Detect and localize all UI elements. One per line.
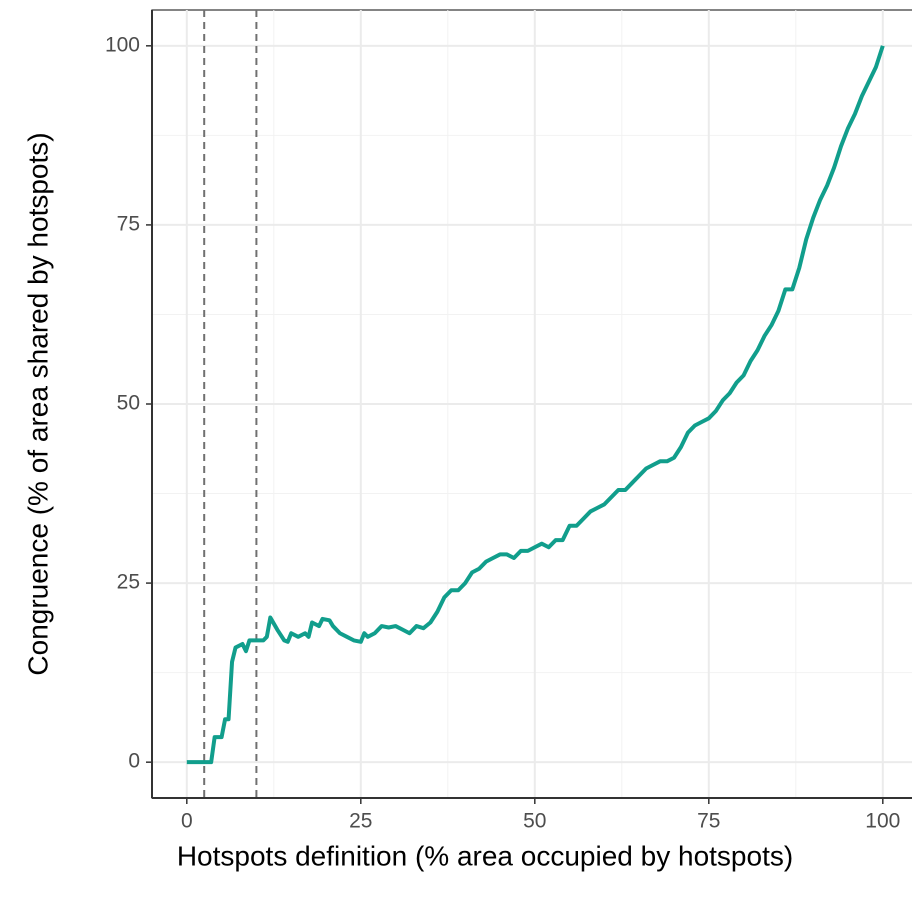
y-axis-title: Congruence (% of area shared by hotspots… [22,132,53,675]
y-tick-label: 0 [128,750,140,773]
x-tick-label: 0 [181,810,193,833]
x-tick-label: 50 [523,810,546,833]
y-tick-label: 50 [117,392,140,415]
y-tick-label: 25 [117,571,140,594]
x-tick-label: 100 [865,810,900,833]
y-tick-label: 100 [105,33,140,56]
x-tick-label: 75 [697,810,720,833]
x-tick-label: 25 [349,810,372,833]
data-line [186,45,885,765]
x-axis-title: Hotspots definition (% area occupied by … [177,840,793,871]
y-tick-label: 75 [117,212,140,235]
